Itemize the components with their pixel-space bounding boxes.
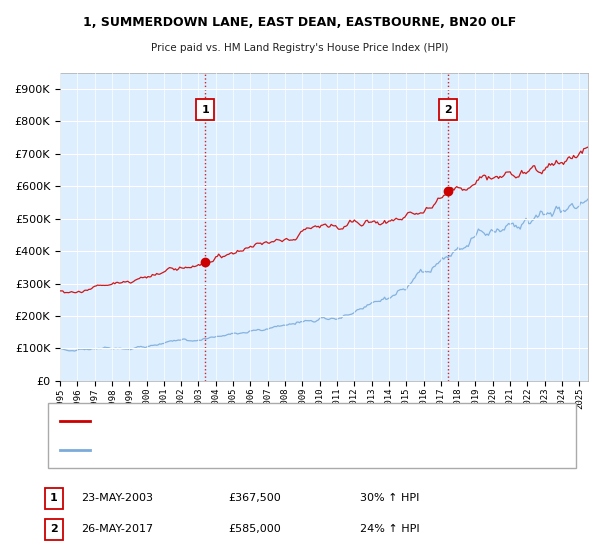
- Text: 1, SUMMERDOWN LANE, EAST DEAN, EASTBOURNE, BN20 0LF (detached house): 1, SUMMERDOWN LANE, EAST DEAN, EASTBOURN…: [99, 416, 493, 426]
- Text: 1: 1: [50, 493, 58, 503]
- Text: 1: 1: [202, 105, 209, 115]
- Text: Price paid vs. HM Land Registry's House Price Index (HPI): Price paid vs. HM Land Registry's House …: [151, 43, 449, 53]
- Text: 1, SUMMERDOWN LANE, EAST DEAN, EASTBOURNE, BN20 0LF: 1, SUMMERDOWN LANE, EAST DEAN, EASTBOURN…: [83, 16, 517, 29]
- Text: 2: 2: [444, 105, 452, 115]
- Text: 26-MAY-2017: 26-MAY-2017: [81, 524, 153, 534]
- Text: 24% ↑ HPI: 24% ↑ HPI: [360, 524, 419, 534]
- Text: 2: 2: [50, 524, 58, 534]
- Text: 23-MAY-2003: 23-MAY-2003: [81, 493, 153, 503]
- Text: £585,000: £585,000: [228, 524, 281, 534]
- Text: HPI: Average price, detached house, Wealden: HPI: Average price, detached house, Weal…: [99, 445, 322, 455]
- Text: £367,500: £367,500: [228, 493, 281, 503]
- Text: 30% ↑ HPI: 30% ↑ HPI: [360, 493, 419, 503]
